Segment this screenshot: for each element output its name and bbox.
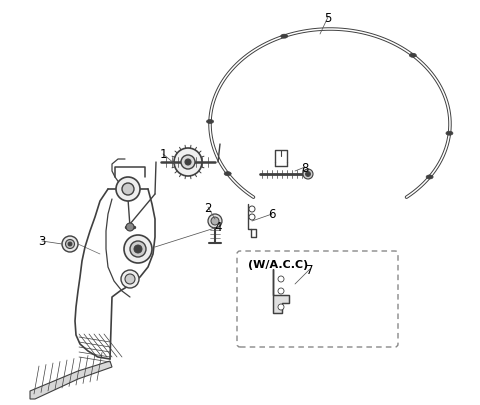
Text: 5: 5 [324,11,332,24]
Circle shape [65,240,74,249]
Ellipse shape [426,175,433,179]
Circle shape [62,237,78,252]
Ellipse shape [281,35,288,39]
Circle shape [208,215,222,228]
Text: 1: 1 [159,148,167,161]
Text: 8: 8 [301,161,309,174]
Polygon shape [30,361,112,399]
Circle shape [134,245,142,254]
Circle shape [249,215,255,220]
Circle shape [185,160,191,166]
Circle shape [303,170,313,179]
Circle shape [249,207,255,213]
Text: (W/A.C.C): (W/A.C.C) [248,259,308,269]
Circle shape [126,224,134,231]
Text: 6: 6 [268,208,276,221]
Circle shape [116,177,140,202]
Circle shape [305,172,311,177]
Text: 2: 2 [204,201,212,214]
Circle shape [278,288,284,294]
Text: 7: 7 [306,263,314,276]
Circle shape [130,241,146,257]
Circle shape [122,183,134,196]
Ellipse shape [446,132,453,136]
Circle shape [124,235,152,263]
Circle shape [68,243,72,246]
FancyBboxPatch shape [237,252,398,347]
Polygon shape [273,269,289,313]
Circle shape [121,270,139,288]
Text: 3: 3 [38,235,46,248]
Ellipse shape [409,54,416,58]
Ellipse shape [224,172,231,176]
Circle shape [278,304,284,310]
Circle shape [211,217,219,226]
Text: 4: 4 [214,221,222,234]
Ellipse shape [206,120,214,124]
Circle shape [174,149,202,177]
Circle shape [181,156,195,170]
Circle shape [278,276,284,282]
Circle shape [125,274,135,284]
